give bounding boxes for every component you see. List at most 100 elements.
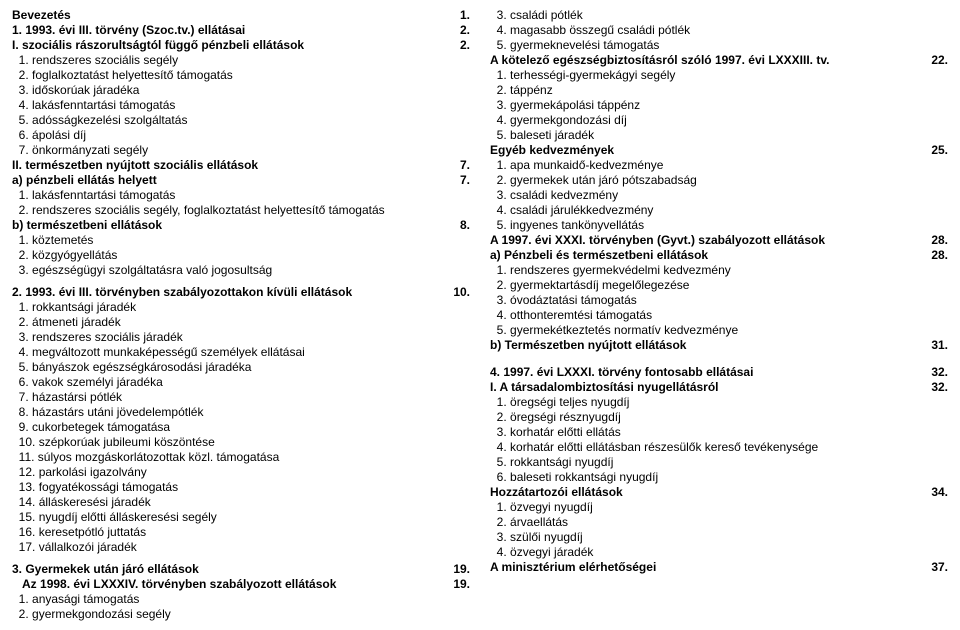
right-column: 3. családi pótlék 4. magasabb összegű cs…: [490, 8, 948, 622]
toc-entry: 15. nyugdíj előtti álláskeresési segély: [12, 510, 470, 525]
blank-line: [12, 555, 470, 562]
toc-page-number: 10.: [445, 285, 470, 300]
toc-entry-text: 2. gyermektartásdíj megelőlegezése: [490, 278, 689, 293]
toc-entry-text: 2. öregségi résznyugdíj: [490, 410, 621, 425]
toc-entry: 5. gyermekétkeztetés normatív kedvezmény…: [490, 323, 948, 338]
toc-entry-text: 3. egészségügyi szolgáltatásra való jogo…: [12, 263, 272, 278]
toc-entry-text: b) természetbeni ellátások: [12, 218, 162, 233]
toc-page-number: 31.: [923, 338, 948, 353]
toc-entry: 3. óvodáztatási támogatás: [490, 293, 948, 308]
toc-entry-text: 2. táppénz: [490, 83, 553, 98]
toc-entry-text: 17. vállalkozói járadék: [12, 540, 137, 555]
toc-entry: 10. szépkorúak jubileumi köszöntése: [12, 435, 470, 450]
toc-entry: 6. vakok személyi járadéka: [12, 375, 470, 390]
toc-page-number: 32.: [923, 380, 948, 395]
toc-entry: Bevezetés1.: [12, 8, 470, 23]
toc-page-number: 7.: [452, 173, 470, 188]
toc-entry: 6. ápolási díj: [12, 128, 470, 143]
toc-entry-text: A kötelező egészségbiztosításról szóló 1…: [490, 53, 829, 68]
toc-entry: A minisztérium elérhetőségei 37.: [490, 560, 948, 575]
toc-entry-text: 3. korhatár előtti ellátás: [490, 425, 621, 440]
toc-entry-text: 4. özvegyi járadék: [490, 545, 593, 560]
toc-entry-text: 2. átmeneti járadék: [12, 315, 121, 330]
toc-page-number: 34.: [923, 485, 948, 500]
toc-entry: 5. ingyenes tankönyvellátás: [490, 218, 948, 233]
toc-entry-text: 7. házastársi pótlék: [12, 390, 122, 405]
toc-entry-text: 4. lakásfenntartási támogatás: [12, 98, 175, 113]
toc-entry-text: 5. gyermeknevelési támogatás: [490, 38, 659, 53]
toc-entry: 1. özvegyi nyugdíj: [490, 500, 948, 515]
toc-entry: 4. gyermekgondozási díj: [490, 113, 948, 128]
toc-entry: 1. anyasági támogatás: [12, 592, 470, 607]
toc-entry-text: 8. házastárs utáni jövedelempótlék: [12, 405, 203, 420]
toc-entry-text: 2. rendszeres szociális segély, foglalko…: [12, 203, 385, 218]
toc-entry-text: 2. gyermekgondozási segély: [12, 607, 171, 622]
toc-entry: 7. önkormányzati segély: [12, 143, 470, 158]
toc-entry: 2. öregségi résznyugdíj: [490, 410, 948, 425]
blank-line: [490, 353, 948, 365]
toc-entry: 12. parkolási igazolvány: [12, 465, 470, 480]
toc-entry-text: 5. bányászok egészségkárosodási járadéka: [12, 360, 251, 375]
toc-entry-text: 1. terhességi-gyermekágyi segély: [490, 68, 675, 83]
toc-entry: II. természetben nyújtott szociális ellá…: [12, 158, 470, 173]
toc-entry: 2. árvaellátás: [490, 515, 948, 530]
toc-entry: 6. baleseti rokkantsági nyugdíj: [490, 470, 948, 485]
toc-entry: 2. gyermekgondozási segély: [12, 607, 470, 622]
toc-entry: 14. álláskeresési járadék: [12, 495, 470, 510]
toc-entry: Az 1998. évi LXXXIV. törvényben szabályo…: [12, 577, 470, 592]
toc-entry: 1. rokkantsági járadék: [12, 300, 470, 315]
toc-entry-text: 2. 1993. évi III. törvényben szabályozot…: [12, 285, 352, 300]
toc-entry-text: 3. időskorúak járadéka: [12, 83, 139, 98]
toc-entry-text: 14. álláskeresési járadék: [12, 495, 151, 510]
toc-entry-text: 4. gyermekgondozási díj: [490, 113, 627, 128]
toc-entry-text: 6. vakok személyi járadéka: [12, 375, 163, 390]
toc-entry-text: 12. parkolási igazolvány: [12, 465, 147, 480]
toc-entry: a) pénzbeli ellátás helyett 7.: [12, 173, 470, 188]
toc-entry: 2. 1993. évi III. törvényben szabályozot…: [12, 285, 470, 300]
toc-page-number: 25.: [923, 143, 948, 158]
toc-entry: 2. gyermektartásdíj megelőlegezése: [490, 278, 948, 293]
toc-entry-text: A minisztérium elérhetőségei: [490, 560, 656, 575]
toc-entry: 4. családi járulékkedvezmény: [490, 203, 948, 218]
toc-entry: 5. baleseti járadék: [490, 128, 948, 143]
toc-entry: 1. rendszeres gyermekvédelmi kedvezmény: [490, 263, 948, 278]
toc-entry: 2. táppénz: [490, 83, 948, 98]
toc-entry-text: 1. 1993. évi III. törvény (Szoc.tv.) ell…: [12, 23, 245, 38]
toc-entry-text: Hozzátartozói ellátások: [490, 485, 623, 500]
toc-entry-text: 4. korhatár előtti ellátásban részesülők…: [490, 440, 818, 455]
toc-entry: 5. gyermeknevelési támogatás: [490, 38, 948, 53]
toc-entry-text: a) pénzbeli ellátás helyett: [12, 173, 157, 188]
toc-entry: 5. rokkantsági nyugdíj: [490, 455, 948, 470]
toc-entry-text: 15. nyugdíj előtti álláskeresési segély: [12, 510, 217, 525]
toc-entry-text: 1. rendszeres szociális segély: [12, 53, 178, 68]
toc-entry-text: 3. Gyermekek után járó ellátások: [12, 562, 199, 577]
toc-entry-text: 7. önkormányzati segély: [12, 143, 148, 158]
toc-entry: 3. korhatár előtti ellátás: [490, 425, 948, 440]
toc-entry-text: b) Természetben nyújtott ellátások: [490, 338, 686, 353]
toc-entry-text: 5. baleseti járadék: [490, 128, 594, 143]
toc-entry-text: 4. családi járulékkedvezmény: [490, 203, 653, 218]
toc-entry: A kötelező egészségbiztosításról szóló 1…: [490, 53, 948, 68]
toc-entry-text: I. A társadalombiztosítási nyugellátásró…: [490, 380, 719, 395]
toc-entry: 4. megváltozott munkaképességű személyek…: [12, 345, 470, 360]
toc-entry: 1. öregségi teljes nyugdíj: [490, 395, 948, 410]
toc-entry: 3. családi pótlék: [490, 8, 948, 23]
toc-entry-text: 1. rokkantsági járadék: [12, 300, 136, 315]
toc-entry: 2. közgyógyellátás: [12, 248, 470, 263]
toc-entry: 3. családi kedvezmény: [490, 188, 948, 203]
toc-entry: 4. korhatár előtti ellátásban részesülők…: [490, 440, 948, 455]
toc-entry: 1. lakásfenntartási támogatás: [12, 188, 470, 203]
toc-entry: 1. apa munkaidő-kedvezménye: [490, 158, 948, 173]
toc-entry-text: 13. fogyatékossági támogatás: [12, 480, 178, 495]
toc-entry-text: 4. otthonteremtési támogatás: [490, 308, 652, 323]
toc-entry-text: 3. rendszeres szociális járadék: [12, 330, 183, 345]
toc-entry-text: 2. gyermekek után járó pótszabadság: [490, 173, 697, 188]
toc-entry: I. A társadalombiztosítási nyugellátásró…: [490, 380, 948, 395]
toc-page-number: 2.: [452, 23, 470, 38]
toc-entry: 3. Gyermekek után járó ellátások19.: [12, 562, 470, 577]
toc-entry-text: 6. baleseti rokkantsági nyugdíj: [490, 470, 658, 485]
toc-page-number: 37.: [923, 560, 948, 575]
toc-entry-text: 4. 1997. évi LXXXI. törvény fontosabb el…: [490, 365, 753, 380]
blank-line: [12, 278, 470, 285]
toc-entry-text: 1. anyasági támogatás: [12, 592, 139, 607]
